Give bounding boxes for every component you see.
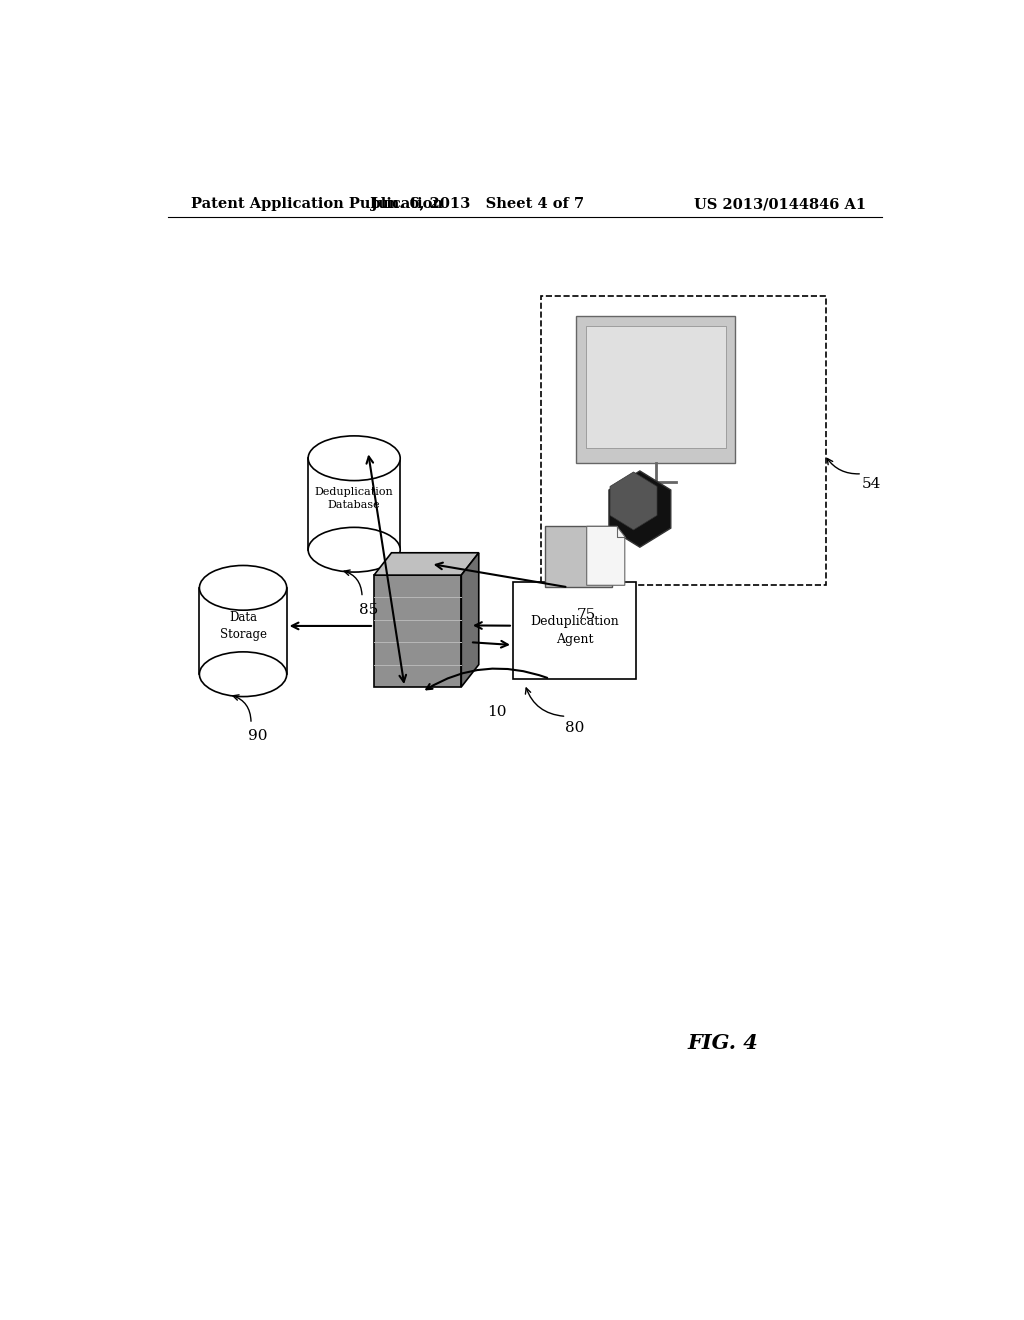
Text: 90: 90 [248,729,267,743]
Text: Deduplication
Database: Deduplication Database [314,487,393,511]
FancyBboxPatch shape [586,326,726,447]
Text: 75: 75 [577,607,596,622]
Text: 85: 85 [358,602,378,616]
Polygon shape [609,471,671,548]
FancyBboxPatch shape [308,458,400,549]
Ellipse shape [200,652,287,697]
Ellipse shape [308,528,400,572]
Polygon shape [610,473,657,529]
Ellipse shape [308,436,400,480]
Text: 10: 10 [486,705,506,719]
FancyBboxPatch shape [200,587,287,675]
Text: Jun. 6, 2013   Sheet 4 of 7: Jun. 6, 2013 Sheet 4 of 7 [371,197,584,211]
Text: Data
Storage: Data Storage [219,611,266,642]
Text: Patent Application Publication: Patent Application Publication [191,197,443,211]
Polygon shape [461,553,479,686]
Polygon shape [374,553,479,576]
Text: FIG. 4: FIG. 4 [688,1032,759,1052]
FancyBboxPatch shape [545,527,612,587]
Polygon shape [374,576,461,686]
Polygon shape [587,527,625,585]
FancyBboxPatch shape [513,582,636,678]
Text: 54: 54 [862,477,882,491]
Text: Deduplication
Agent: Deduplication Agent [530,615,618,645]
Ellipse shape [200,565,287,610]
Text: 80: 80 [564,722,584,735]
Text: US 2013/0144846 A1: US 2013/0144846 A1 [694,197,866,211]
FancyBboxPatch shape [541,296,826,585]
FancyBboxPatch shape [577,315,735,463]
